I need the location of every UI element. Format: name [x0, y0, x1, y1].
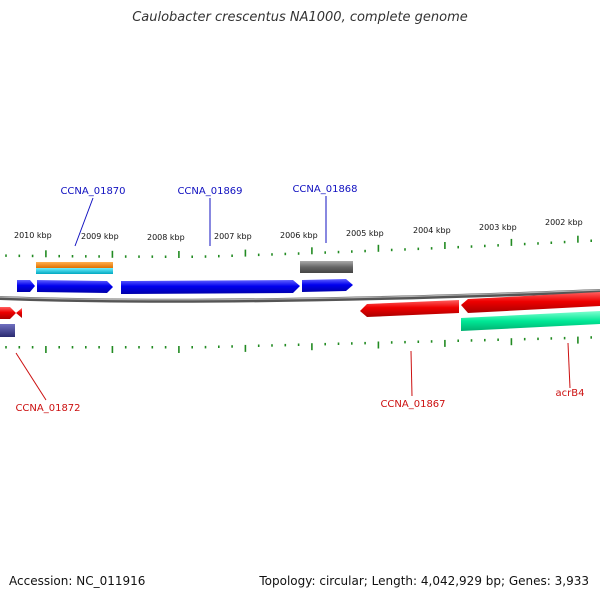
map-title: Caulobacter crescentus NA1000, complete … — [132, 10, 468, 25]
gray-feature[interactable] — [300, 261, 353, 273]
scale-label-2006: 2006 kbp — [280, 231, 318, 240]
green-feature[interactable] — [461, 311, 600, 331]
forward-gene-arrow-ccna-01868[interactable] — [302, 279, 353, 292]
gene-label-ccna-01869[interactable]: CCNA_01869 — [177, 186, 242, 197]
forward-gene-arrow-ccna-01869[interactable] — [121, 280, 300, 294]
gene-label-acrb4[interactable]: acrB4 — [556, 388, 585, 399]
reverse-gene-arrow-small[interactable] — [16, 308, 22, 318]
navy-feature[interactable] — [0, 324, 15, 337]
scale-label-2002: 2002 kbp — [545, 218, 583, 227]
lower-tick-ruler — [5, 336, 593, 353]
gene-label-ccna-01867[interactable]: CCNA_01867 — [380, 399, 445, 410]
scale-label-2009: 2009 kbp — [81, 232, 119, 241]
leader-line-acrb4 — [567, 342, 571, 389]
gene-label-ccna-01872[interactable]: CCNA_01872 — [15, 403, 80, 414]
orange-feature[interactable] — [36, 262, 113, 268]
scale-label-2008: 2008 kbp — [147, 233, 185, 242]
accession-text: Accession: NC_011916 — [9, 574, 146, 588]
upper-tick-ruler — [5, 235, 593, 258]
gene-label-ccna-01868[interactable]: CCNA_01868 — [292, 184, 357, 195]
genome-backbone — [0, 289, 600, 303]
scale-label-2003: 2003 kbp — [479, 223, 517, 232]
genome-backbone-highlight — [0, 289, 600, 301]
reverse-gene-arrow-ccna-01867[interactable] — [360, 300, 459, 317]
forward-gene-arrow[interactable] — [17, 280, 35, 292]
scale-label-2010: 2010 kbp — [14, 231, 52, 240]
leader-line-ccna-01872 — [15, 352, 47, 401]
scale-label-2005: 2005 kbp — [346, 229, 384, 238]
scale-label-2004: 2004 kbp — [413, 226, 451, 235]
scale-label-2007: 2007 kbp — [214, 232, 252, 241]
genome-summary-text: Topology: circular; Length: 4,042,929 bp… — [259, 574, 589, 588]
gene-label-ccna-01870[interactable]: CCNA_01870 — [60, 186, 125, 197]
leader-line-ccna-01867 — [410, 350, 413, 397]
reverse-gene-arrow-acrb4[interactable] — [461, 292, 600, 313]
forward-gene-arrow-ccna-01870[interactable] — [37, 280, 113, 293]
cyan-feature[interactable] — [36, 268, 113, 274]
leader-line-ccna-01870 — [74, 197, 94, 247]
reverse-gene-arrow-ccna-01872[interactable] — [0, 307, 16, 319]
